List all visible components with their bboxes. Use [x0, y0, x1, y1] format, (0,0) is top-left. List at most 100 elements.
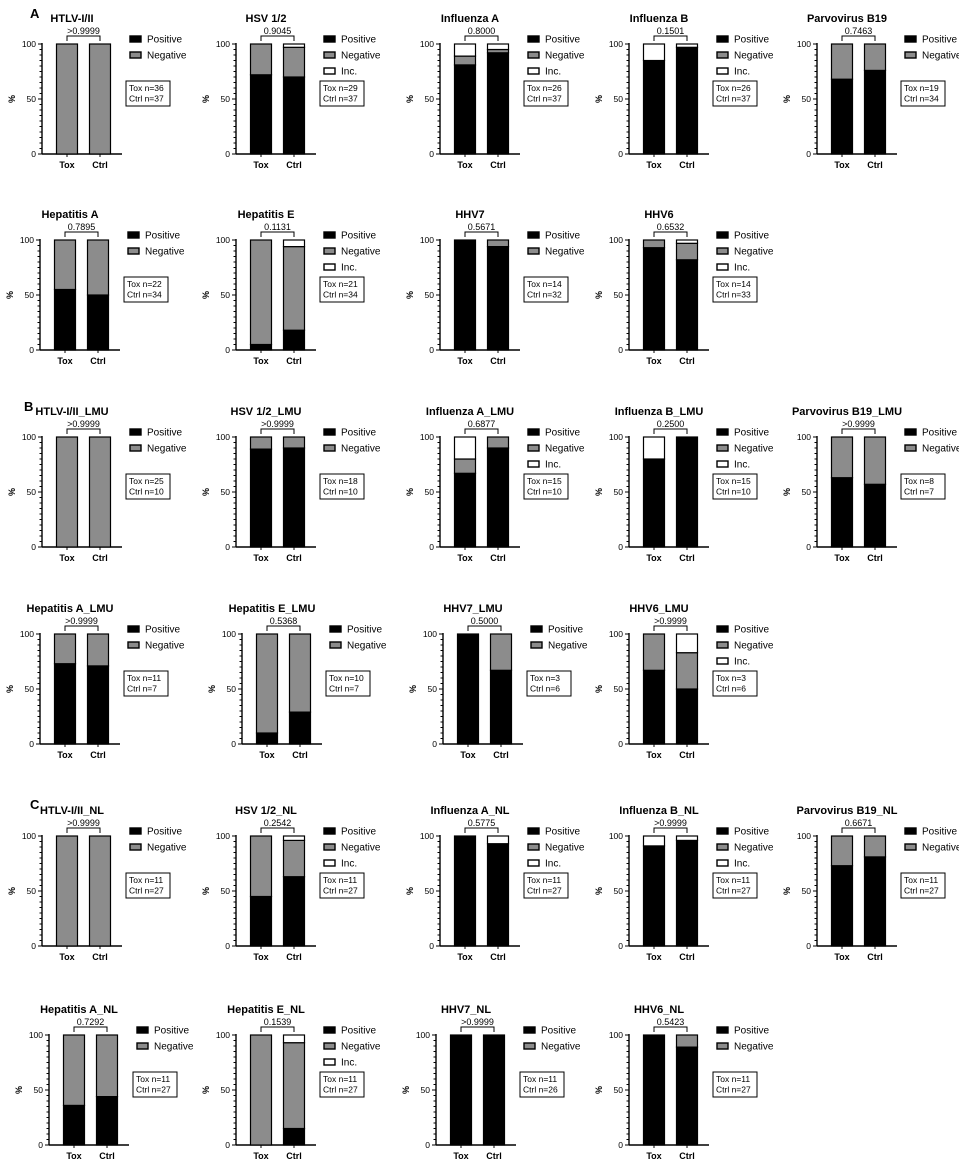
- bar-negative-segment: [453, 458, 477, 474]
- chart-title: HTLV-I/II: [50, 13, 93, 25]
- y-tick-label: 100: [420, 235, 434, 245]
- y-tick-label: 0: [31, 941, 36, 951]
- legend-swatch: [904, 444, 917, 452]
- n-count-box: [712, 1071, 758, 1098]
- legend-swatch: [527, 67, 540, 75]
- y-tick-label: 0: [231, 739, 236, 749]
- chart-title: HHV7_NL: [441, 1004, 491, 1016]
- y-tick-label: 100: [29, 1030, 43, 1040]
- bar-inc-segment: [642, 436, 666, 460]
- bar-positive-segment: [249, 895, 273, 947]
- legend-label: Positive: [147, 827, 182, 838]
- bar-inc-segment: [675, 633, 699, 654]
- n-count-text: Ctrl n=10: [527, 487, 562, 497]
- n-count-text: Tox n=10: [329, 673, 364, 683]
- bar-negative-segment: [863, 43, 887, 71]
- legend-swatch: [716, 657, 729, 665]
- n-count-box: [125, 872, 171, 899]
- bar-positive-segment: [282, 876, 306, 947]
- y-tick-label: 0: [225, 149, 230, 159]
- bar-negative-segment: [863, 835, 887, 858]
- n-count-text: Tox n=11: [127, 673, 161, 683]
- y-tick-label: 50: [25, 290, 35, 300]
- y-axis-label: %: [594, 488, 604, 496]
- legend-swatch: [129, 843, 142, 851]
- legend-swatch: [904, 428, 917, 436]
- x-tick-label: Ctrl: [286, 160, 302, 170]
- y-tick-label: 50: [27, 487, 37, 497]
- y-tick-label: 100: [609, 831, 623, 841]
- bar-inc-segment: [282, 1034, 306, 1044]
- legend-swatch: [323, 827, 336, 835]
- x-tick-label: Tox: [253, 160, 268, 170]
- n-count-text: Tox n=36: [129, 83, 164, 93]
- legend-label: Inc.: [341, 859, 357, 870]
- significance-bracket: [653, 428, 688, 434]
- legend-swatch: [530, 625, 543, 633]
- n-count-text: Ctrl n=27: [323, 886, 358, 896]
- legend-swatch: [716, 35, 729, 43]
- bar-positive-segment: [830, 865, 854, 947]
- bar-positive-segment: [863, 483, 887, 548]
- y-tick-label: 50: [614, 684, 624, 694]
- y-tick-label: 0: [225, 542, 230, 552]
- y-tick-label: 50: [221, 886, 231, 896]
- y-tick-label: 100: [216, 831, 230, 841]
- legend-swatch: [904, 51, 917, 59]
- chart-panel: Hepatitis E0.1131 0 50 100% Tox Ctrl Positive N…: [201, 209, 381, 366]
- chart-panel: HSV 1/20.9045 0 50 100% Tox Ctrl Positive Negat…: [201, 13, 381, 170]
- significance-bracket: [841, 827, 876, 833]
- x-tick-label: Ctrl: [92, 553, 108, 563]
- y-tick-label: 0: [31, 149, 36, 159]
- p-value-label: 0.5671: [468, 222, 496, 232]
- p-value-label: 0.1539: [264, 1017, 292, 1027]
- y-axis-label: %: [7, 887, 17, 895]
- chart-panel: HTLV-I/II_NL>0.9999 0 50 100% Tox Ctrl Positiv…: [7, 805, 187, 962]
- legend-swatch: [323, 231, 336, 239]
- legend-label: Negative: [545, 51, 585, 62]
- bar-negative-segment: [249, 43, 273, 76]
- x-tick-label: Ctrl: [679, 750, 695, 760]
- legend-label: Negative: [341, 1042, 381, 1053]
- legend-swatch: [530, 641, 543, 649]
- bar-positive-segment: [453, 239, 477, 351]
- bar-positive-segment: [675, 688, 699, 745]
- bar-positive-segment: [482, 1034, 506, 1146]
- y-tick-label: 50: [221, 94, 231, 104]
- section-letter-a: A: [30, 6, 40, 21]
- bar-positive-segment: [863, 69, 887, 155]
- bar-negative-segment: [55, 436, 79, 548]
- significance-bracket: [460, 1026, 495, 1032]
- y-axis-label: %: [405, 887, 415, 895]
- chart-title: HTLV-I/II_NL: [40, 805, 104, 817]
- chart-panel: Hepatitis A0.7895 0 50 100% Tox Ctrl Positive N…: [5, 209, 185, 366]
- legend-label: Negative: [545, 444, 585, 455]
- significance-bracket: [653, 625, 688, 631]
- x-tick-label: Tox: [646, 160, 661, 170]
- significance-bracket: [464, 827, 499, 833]
- chart-panel: Influenza A0.8000 0 50 100% Tox Ctrl Positive N…: [405, 13, 585, 170]
- legend-label: Negative: [347, 641, 387, 652]
- n-count-text: Ctrl n=37: [527, 94, 562, 104]
- legend-swatch: [904, 843, 917, 851]
- y-tick-label: 0: [618, 345, 623, 355]
- bar-positive-segment: [486, 52, 510, 155]
- legend-label: Negative: [545, 247, 585, 258]
- bar-positive-segment: [675, 436, 699, 548]
- chart-title: Hepatitis E_LMU: [229, 603, 316, 615]
- legend-swatch: [527, 843, 540, 851]
- n-count-text: Tox n=21: [323, 279, 358, 289]
- legend-label: Negative: [145, 247, 185, 258]
- legend-swatch: [323, 51, 336, 59]
- legend-label: Inc.: [341, 263, 357, 274]
- legend-label: Positive: [347, 625, 382, 636]
- n-count-text: Ctrl n=10: [716, 487, 751, 497]
- y-axis-label: %: [207, 685, 217, 693]
- legend-swatch: [716, 231, 729, 239]
- chart-title: Hepatitis A_NL: [40, 1004, 118, 1016]
- x-tick-label: Ctrl: [99, 1151, 115, 1161]
- bar-negative-segment: [675, 242, 699, 261]
- legend-swatch: [527, 35, 540, 43]
- y-tick-label: 100: [216, 1030, 230, 1040]
